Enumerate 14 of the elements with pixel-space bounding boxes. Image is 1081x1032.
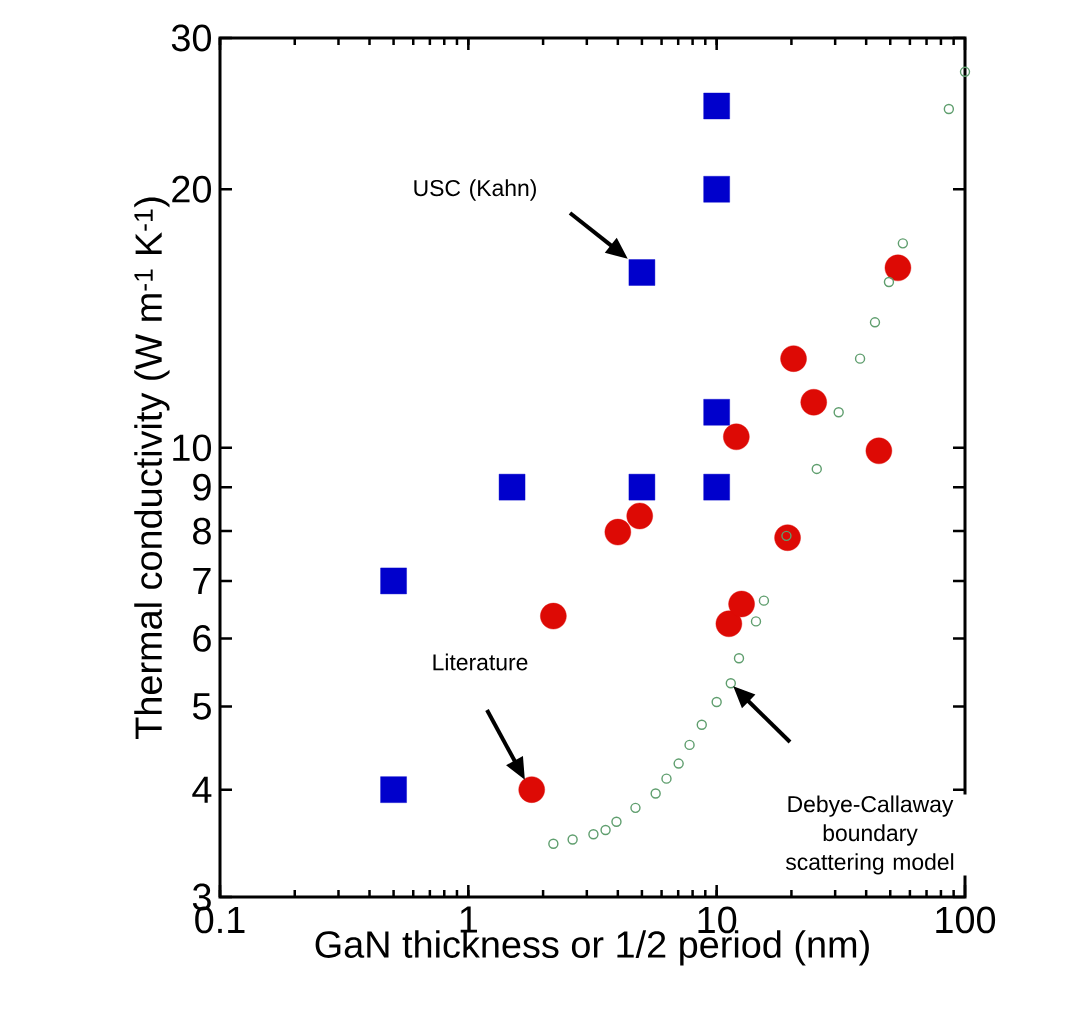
y-tick-label: 20 [172, 175, 211, 203]
y-axis-title: Thermal conductivity (W m$^{-1}$ K$^{-1}$) [134, 197, 170, 739]
y-tick-label: 4 [192, 776, 212, 803]
y-tick-label: 30 [171, 24, 211, 52]
y-tick-label: 10 [173, 434, 211, 462]
y-tick-label: 6 [193, 625, 211, 652]
y-tick-label: 9 [193, 473, 211, 501]
y-tick-label: 8 [193, 517, 211, 545]
x-tick-label: 100 [936, 906, 996, 934]
y-tick-label: 7 [193, 567, 211, 594]
y-tick-label: 5 [192, 693, 211, 720]
annotation: Debye-Callaway boundary scattering model [785, 795, 954, 875]
annotation: USC (Kahn) [414, 179, 536, 201]
annotation: Literature [433, 653, 528, 671]
